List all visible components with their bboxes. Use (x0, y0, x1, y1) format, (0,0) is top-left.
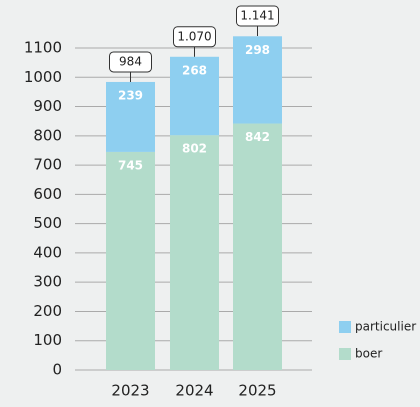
bar-segment (233, 36, 282, 124)
segment-label: 268 (182, 63, 207, 77)
bar-segment (106, 81, 155, 152)
y-tick-label: 900 (33, 97, 62, 115)
y-tick-label: 0 (52, 361, 62, 379)
total-box (173, 26, 216, 48)
y-tick-label: 100 (33, 331, 62, 349)
total-label: 1.141 (240, 8, 274, 22)
bar-segment (170, 56, 219, 136)
segment-label: 745 (118, 158, 143, 172)
bar-segment (170, 135, 219, 370)
total-box (236, 5, 279, 27)
y-tick-label: 800 (33, 126, 62, 144)
segment-label: 298 (245, 43, 270, 57)
total-label: 1.070 (177, 29, 211, 43)
legend-label: boer (355, 347, 382, 361)
legend-swatch (339, 348, 351, 360)
segment-label: 239 (118, 88, 143, 102)
segment-label: 802 (182, 142, 207, 156)
y-tick-label: 500 (33, 214, 62, 232)
segment-label: 842 (245, 130, 270, 144)
legend-label: particulier (355, 320, 416, 334)
y-tick-label: 1000 (24, 68, 62, 86)
x-tick-label: 2023 (111, 382, 149, 400)
total-box (109, 51, 152, 73)
x-tick-label: 2024 (175, 382, 213, 400)
bar-segment (106, 151, 155, 370)
y-tick-label: 400 (33, 243, 62, 261)
legend-swatch (339, 321, 351, 333)
y-tick-label: 700 (33, 156, 62, 174)
y-tick-label: 200 (33, 302, 62, 320)
total-label: 984 (119, 54, 142, 68)
x-tick-label: 2025 (238, 382, 276, 400)
y-tick-label: 300 (33, 273, 62, 291)
y-tick-label: 600 (33, 185, 62, 203)
bar-segment (233, 123, 282, 370)
y-tick-label: 1100 (24, 39, 62, 57)
